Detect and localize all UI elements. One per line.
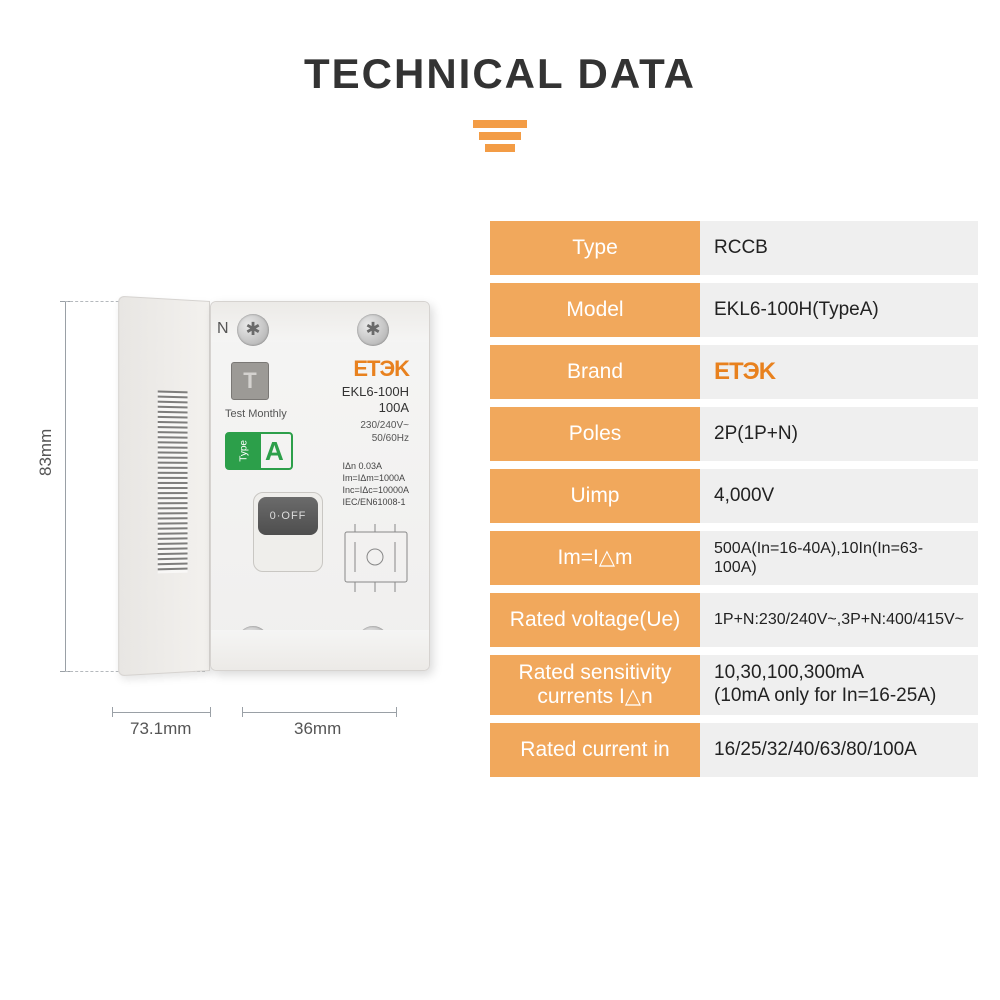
dim-height-label: 83mm	[36, 429, 56, 476]
screw-icon	[357, 314, 389, 346]
spec-value: ETЭK	[700, 345, 978, 399]
brand-logo: ETЭK	[714, 358, 775, 387]
device-model: EKL6-100H 100A	[342, 384, 409, 417]
spec-line: Im=IΔm=1000A	[342, 472, 409, 484]
brand-logo: ETЭK	[353, 356, 409, 382]
type-a-badge: Type A	[225, 432, 293, 470]
title-accent-icon	[473, 116, 527, 156]
spec-key: Uimp	[490, 469, 700, 523]
spec-value: 1P+N:230/240V~,3P+N:400/415V~	[700, 593, 978, 647]
dim-width-label: 36mm	[294, 719, 341, 739]
circuit-diagram-icon	[343, 522, 409, 594]
spec-key: Type	[490, 221, 700, 275]
spec-line: Inc=IΔc=10000A	[342, 484, 409, 496]
title-section: TECHNICAL DATA	[0, 0, 1000, 161]
spec-line: IΔn 0.03A	[342, 460, 409, 472]
type-badge-left: Type	[227, 434, 261, 468]
voltage-line2: 50/60Hz	[372, 433, 409, 444]
device-side-panel	[118, 296, 210, 677]
voltage-line1: 230/240V~	[360, 420, 409, 431]
screw-icon	[237, 626, 269, 658]
device-voltage: 230/240V~ 50/60Hz	[360, 420, 409, 445]
terminal-n-label: N	[217, 634, 229, 652]
spec-line: IEC/EN61008-1	[342, 496, 409, 508]
spec-row: TypeRCCB	[490, 221, 978, 275]
spec-row: Poles2P(1P+N)	[490, 407, 978, 461]
device-face: T Test Monthly ETЭK EKL6-100H 100A 230/2…	[225, 354, 415, 614]
spec-row: Rated voltage(Ue)1P+N:230/240V~,3P+N:400…	[490, 593, 978, 647]
spec-value: 16/25/32/40/63/80/100A	[700, 723, 978, 777]
barcode-icon	[158, 390, 188, 573]
spec-value: 2P(1P+N)	[700, 407, 978, 461]
spec-value: 10,30,100,300mA (10mA only for In=16-25A…	[700, 655, 978, 715]
model-line1: EKL6-100H	[342, 384, 409, 399]
spec-value: RCCB	[700, 221, 978, 275]
spec-row: Im=I△m500A(In=16-40A),10In(In=63-100A)	[490, 531, 978, 585]
test-label: Test Monthly	[225, 408, 287, 420]
switch-well: 0·OFF	[253, 492, 323, 572]
spec-key: Rated voltage(Ue)	[490, 593, 700, 647]
screw-icon	[357, 626, 389, 658]
page-title: TECHNICAL DATA	[0, 50, 1000, 98]
switch-knob: 0·OFF	[258, 497, 318, 535]
spec-key: Model	[490, 283, 700, 337]
spec-row: Rated sensitivity currents I△n10,30,100,…	[490, 655, 978, 715]
spec-row: Brand ETЭK	[490, 345, 978, 399]
model-line2: 100A	[379, 400, 409, 415]
device-specs: IΔn 0.03A Im=IΔm=1000A Inc=IΔc=10000A IE…	[342, 460, 409, 509]
screw-icon	[237, 314, 269, 346]
spec-key: Im=I△m	[490, 531, 700, 585]
dim-line-depth	[112, 712, 210, 713]
spec-key: Brand	[490, 345, 700, 399]
product-diagram: 83mm 73.1mm 36mm N T Test Monthly ETЭK	[30, 221, 460, 801]
spec-value: 500A(In=16-40A),10In(In=63-100A)	[700, 531, 978, 585]
dim-line-height	[65, 301, 66, 671]
spec-key: Poles	[490, 407, 700, 461]
spec-table: TypeRCCBModelEKL6-100H(TypeA)BrandETЭKPo…	[490, 221, 978, 785]
spec-key: Rated current in	[490, 723, 700, 777]
spec-row: Uimp4,000V	[490, 469, 978, 523]
spec-key: Rated sensitivity currents I△n	[490, 655, 700, 715]
spec-value: 4,000V	[700, 469, 978, 523]
terminal-n-label: N	[217, 320, 229, 338]
spec-row: ModelEKL6-100H(TypeA)	[490, 283, 978, 337]
content-row: 83mm 73.1mm 36mm N T Test Monthly ETЭK	[0, 221, 1000, 801]
test-button: T	[231, 362, 269, 400]
type-badge-right: A	[261, 436, 284, 467]
dim-tick	[396, 707, 397, 717]
dim-depth-label: 73.1mm	[130, 719, 191, 739]
spec-row: Rated current in16/25/32/40/63/80/100A	[490, 723, 978, 777]
dim-line-width	[242, 712, 396, 713]
device-front: N T Test Monthly ETЭK EKL6-100H 100A 230…	[210, 301, 430, 671]
spec-value: EKL6-100H(TypeA)	[700, 283, 978, 337]
dim-tick	[210, 707, 211, 717]
